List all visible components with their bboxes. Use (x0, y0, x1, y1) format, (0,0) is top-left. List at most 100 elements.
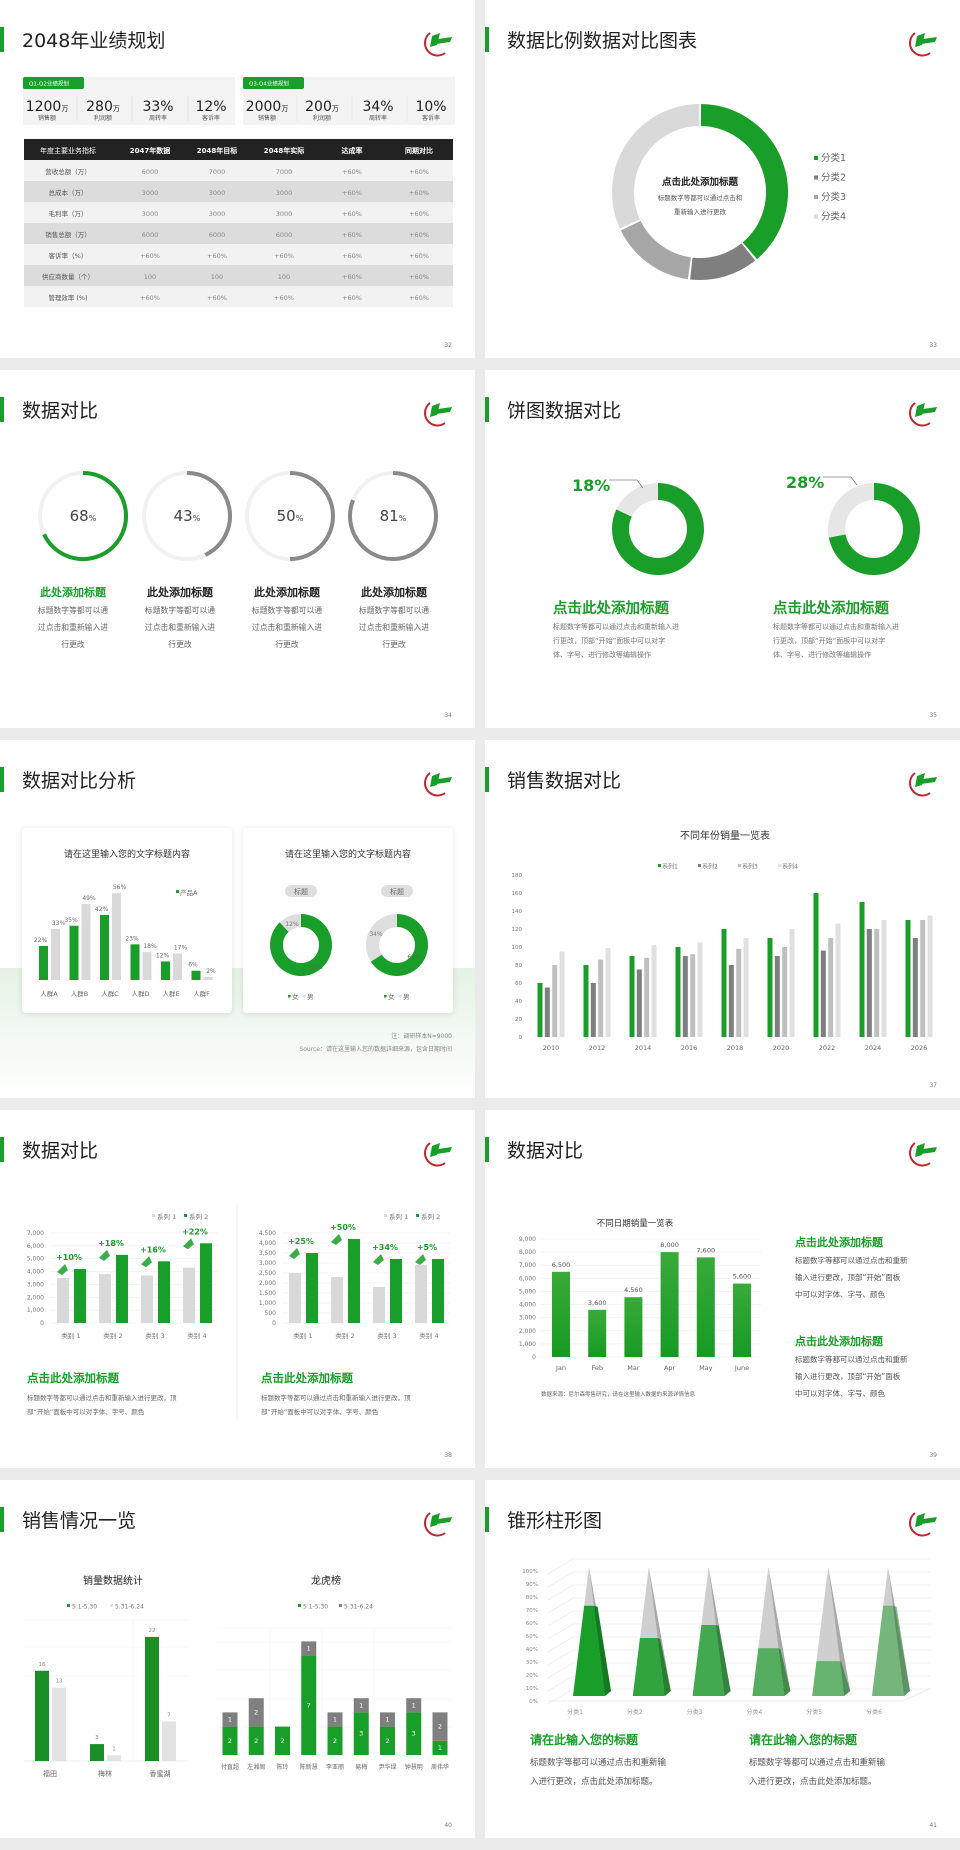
y-tick-label: 120 (512, 927, 523, 933)
slide-33[interactable]: 数据比例数据对比图表 33 点击此处添加标题 标题数字等都可以通过点击和 重新输入进行更… (485, 0, 960, 358)
slide-title: 锥形柱形图 (507, 1510, 602, 1532)
bar (142, 952, 152, 980)
slide-title: 数据对比分析 (22, 770, 136, 792)
kpi-label: 周转率 (149, 114, 167, 122)
donut-slice (700, 104, 788, 260)
bar (789, 929, 795, 1037)
donut-center-text: 重新输入进行更改 (674, 207, 727, 216)
legend-label: 系列3 (742, 863, 758, 871)
table-cell: +60% (409, 210, 429, 218)
logo-shape (921, 37, 937, 44)
bar (415, 1265, 427, 1323)
legend-label: 分类3 (821, 191, 846, 203)
growth-arrow-icon (373, 1254, 384, 1265)
logo-shape (436, 407, 452, 414)
slide-36[interactable]: 数据对比分析36请在这里输入您的文字标题内容请在这里输入您的文字标题内容22%3… (0, 740, 475, 1098)
bar (537, 983, 543, 1037)
segment-value-label: 1 (228, 1716, 232, 1724)
card-title: 请在这里输入您的文字标题内容 (285, 848, 411, 860)
category-label: 人群D (131, 989, 149, 998)
legend-label: 系列 1 (389, 1212, 408, 1221)
card-title: 请在这里输入您的文字标题内容 (64, 848, 190, 860)
block-text: 标题数字等都可以通过点击和重新输 (749, 1757, 886, 1768)
bar-value-label: 8,000 (660, 1241, 679, 1249)
gridline (547, 1662, 574, 1679)
donut-slice (620, 220, 692, 280)
kpi-tag-label: Q3-Q4业绩规划 (249, 80, 289, 88)
category-label: 人群C (101, 989, 119, 998)
stacked-bar-segment (353, 1712, 369, 1755)
table-header-cell: 2048年实际 (264, 146, 304, 155)
slide-41[interactable]: 锥形柱形图 41 0% 10% 20% 30% 40% 50% 60% 70% 80% 90% 100%… (485, 1480, 960, 1838)
table-cell: +60% (207, 252, 227, 260)
table-cell: 销售总额（万） (45, 230, 91, 239)
slide-title: 数据对比 (22, 1140, 98, 1162)
y-tick-label: 4,500 (259, 1230, 276, 1237)
table-cell: 100 (211, 273, 223, 281)
bar (141, 1275, 153, 1323)
slide-35[interactable]: 饼图数据对比 35 18% 点击此处添加标题 标题数字等都可以通过点击和重新输入进 行更改… (485, 370, 960, 728)
growth-arrow-icon (141, 1256, 152, 1268)
slide-32[interactable]: 2048年业绩规划 32 Q1-Q2业绩规划 1200万 销售额 280万 利润额 33% 周转… (0, 0, 475, 358)
percent-label: 28% (786, 473, 824, 492)
y-tick-label: 30% (526, 1660, 538, 1666)
bar-value-label: 23% (125, 935, 139, 942)
bar (390, 1259, 402, 1323)
bar (636, 969, 642, 1037)
kpi-value: 2000万 (246, 99, 289, 115)
logo-arc (909, 772, 931, 797)
slide-39[interactable]: 数据对比 39 不同日期销量一览表 0 1,000 2,000 3,000 4,000 5,00… (485, 1110, 960, 1468)
bar (99, 1274, 111, 1323)
slide-34[interactable]: 数据对比 34 68% 此处添加标题 标题数字等都可以通 过点击和重新输入进 行更改 43% 此… (0, 370, 475, 728)
segment-value-label: 2 (280, 1737, 284, 1745)
logo-shape (921, 407, 937, 414)
table-cell: 6000 (209, 231, 226, 239)
y-tick-label: 8,000 (519, 1249, 536, 1256)
legend-label: 5.31-6.24 (115, 1604, 144, 1611)
y-tick-label: 4,000 (519, 1302, 536, 1309)
bar (289, 1273, 301, 1323)
donut-slice (270, 914, 332, 976)
donut-slice (366, 914, 398, 962)
growth-label: +50% (330, 1223, 356, 1232)
kpi-number: 1200 (26, 99, 62, 115)
title-accent-bar (485, 397, 489, 422)
gridline (547, 1571, 574, 1588)
stacked-bar-segment (327, 1712, 343, 1727)
y-tick-label: 20% (526, 1673, 538, 1679)
cone-fill-side (715, 1625, 731, 1696)
bar (112, 893, 121, 980)
bar (651, 945, 657, 1037)
table-cell: 100 (278, 273, 290, 281)
slide-38[interactable]: 数据对比 38 0 1,000 2,000 3,000 4,000 5,000 6,000 7,0… (0, 1110, 475, 1468)
table-row-bg (24, 265, 453, 286)
table-cell: +60% (409, 231, 429, 239)
bar (782, 947, 788, 1037)
bar (629, 956, 635, 1037)
bar-value-label: 16 (39, 1662, 46, 1668)
y-tick-label: 60% (526, 1621, 538, 1627)
slide-37[interactable]: 销售数据对比 37 不同年份销量一览表 系列1 系列2 系列3 系列4 0 20 40 60 80 10… (485, 740, 960, 1098)
cone-fill (812, 1661, 845, 1696)
y-tick-label: 0 (272, 1320, 276, 1327)
stacked-bar-segment (275, 1726, 290, 1755)
y-tick-label: 7,000 (519, 1262, 536, 1269)
x-tick-label: 左湘阁 (247, 1763, 265, 1771)
bar (203, 976, 213, 980)
progress-ring-fill (42, 471, 128, 561)
bar (544, 987, 550, 1037)
y-tick-label: 80 (515, 963, 522, 969)
leader-line (823, 476, 858, 486)
donut-slice (370, 914, 428, 976)
growth-arrow-icon (289, 1248, 300, 1259)
logo-arc (909, 32, 931, 57)
slide-40[interactable]: 销售情况一览 40 销量数据统计 5.1-5.30 5.31-6.24 16 13 福田 3 1 梅… (0, 1480, 475, 1838)
bar (107, 1755, 121, 1761)
block-text: 部“开始”面板中可以对字体、字号、颜色 (27, 1407, 145, 1416)
table-row-bg (24, 181, 453, 202)
y-tick-label: 3,000 (519, 1315, 536, 1322)
bar (605, 947, 611, 1037)
legend-swatch (110, 1604, 113, 1607)
donut-slice (612, 483, 704, 575)
